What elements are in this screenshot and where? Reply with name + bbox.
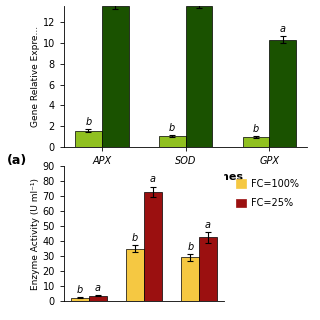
Bar [144,192,162,301]
Text: a: a [280,24,286,34]
Bar [181,258,199,301]
X-axis label: Antioxidant Genes: Antioxidant Genes [128,172,243,182]
Bar [89,296,107,301]
Bar [102,6,129,147]
Y-axis label: Gene Relative Expre...: Gene Relative Expre... [31,26,40,127]
Text: b: b [77,285,83,295]
Bar [159,136,186,147]
Bar [71,298,89,301]
Text: b: b [169,123,175,132]
Text: a: a [95,283,101,292]
Bar [199,237,217,301]
Y-axis label: Enzyme Activity (U ml⁻¹): Enzyme Activity (U ml⁻¹) [31,178,40,290]
Text: b: b [132,233,138,243]
Bar [75,131,102,147]
Text: a: a [205,220,211,230]
Bar [186,6,212,147]
Text: (a): (a) [6,154,27,167]
Text: b: b [85,117,92,127]
Bar [126,249,144,301]
Bar [243,137,269,147]
Text: b: b [253,124,259,134]
Text: b: b [187,242,193,252]
Legend: FC=100%, FC=25%: FC=100%, FC=25% [235,178,300,209]
Text: a: a [150,174,156,184]
Bar [269,40,296,147]
